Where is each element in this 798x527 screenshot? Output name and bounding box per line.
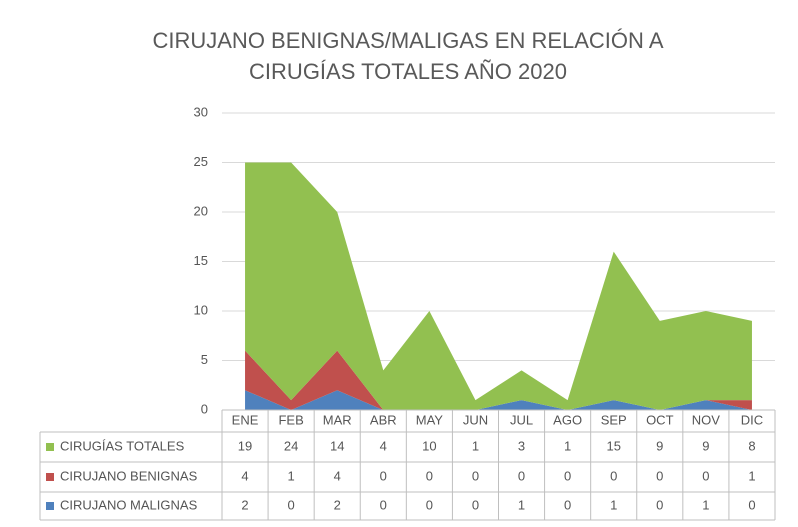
chart-title: CIRUJANO BENIGNAS/MALIGAS EN RELACIÓN A <box>152 28 663 53</box>
table-value: 1 <box>518 497 525 512</box>
y-tick-label: 30 <box>194 104 208 119</box>
y-tick-label: 20 <box>194 203 208 218</box>
table-value: 0 <box>426 468 433 483</box>
table-value: 0 <box>472 468 479 483</box>
table-value: 9 <box>702 438 709 453</box>
table-value: 2 <box>241 497 248 512</box>
table-value: 1 <box>472 438 479 453</box>
table-value: 1 <box>564 438 571 453</box>
chart-title: CIRUGÍAS TOTALES AÑO 2020 <box>249 59 567 84</box>
table-value: 24 <box>284 438 298 453</box>
x-tick-label: ABR <box>370 412 397 427</box>
x-tick-label: OCT <box>646 412 674 427</box>
area <box>245 350 752 410</box>
table-value: 19 <box>238 438 252 453</box>
legend-label: CIRUJANO MALIGNAS <box>60 497 198 512</box>
y-tick-label: 5 <box>201 352 208 367</box>
table-value: 0 <box>426 497 433 512</box>
x-tick-label: FEB <box>278 412 303 427</box>
table-value: 8 <box>748 438 755 453</box>
x-tick-label: SEP <box>601 412 627 427</box>
legend-key <box>46 473 54 481</box>
table-value: 0 <box>656 468 663 483</box>
table-value: 0 <box>564 497 571 512</box>
table-value: 0 <box>564 468 571 483</box>
x-tick-label: NOV <box>692 412 721 427</box>
table-value: 0 <box>656 497 663 512</box>
legend-key <box>46 502 54 510</box>
y-tick-label: 10 <box>194 302 208 317</box>
table-value: 0 <box>748 497 755 512</box>
table-value: 0 <box>518 468 525 483</box>
legend-key <box>46 443 54 451</box>
table-value: 9 <box>656 438 663 453</box>
table-value: 0 <box>702 468 709 483</box>
y-tick-label: 15 <box>194 253 208 268</box>
legend-label: CIRUGÍAS TOTALES <box>60 438 185 453</box>
x-tick-label: JUL <box>510 412 533 427</box>
table-value: 10 <box>422 438 436 453</box>
table-value: 4 <box>241 468 248 483</box>
table-value: 1 <box>748 468 755 483</box>
table-value: 0 <box>472 497 479 512</box>
table-value: 0 <box>610 468 617 483</box>
x-tick-label: AGO <box>553 412 582 427</box>
x-tick-label: DIC <box>741 412 763 427</box>
table-value: 2 <box>334 497 341 512</box>
table-value: 1 <box>702 497 709 512</box>
x-tick-label: JUN <box>463 412 488 427</box>
table-value: 0 <box>288 497 295 512</box>
table-value: 0 <box>380 497 387 512</box>
table-value: 3 <box>518 438 525 453</box>
table-value: 4 <box>380 438 387 453</box>
table-value: 15 <box>606 438 620 453</box>
area <box>245 390 752 410</box>
table-value: 0 <box>380 468 387 483</box>
x-tick-label: ENE <box>232 412 259 427</box>
table-value: 14 <box>330 438 344 453</box>
x-tick-label: MAR <box>323 412 352 427</box>
area <box>245 162 752 410</box>
table-value: 1 <box>610 497 617 512</box>
legend-label: CIRUJANO BENIGNAS <box>60 468 198 483</box>
table-value: 1 <box>288 468 295 483</box>
y-tick-label: 0 <box>201 401 208 416</box>
table-value: 4 <box>334 468 341 483</box>
x-tick-label: MAY <box>416 412 444 427</box>
y-tick-label: 25 <box>194 154 208 169</box>
